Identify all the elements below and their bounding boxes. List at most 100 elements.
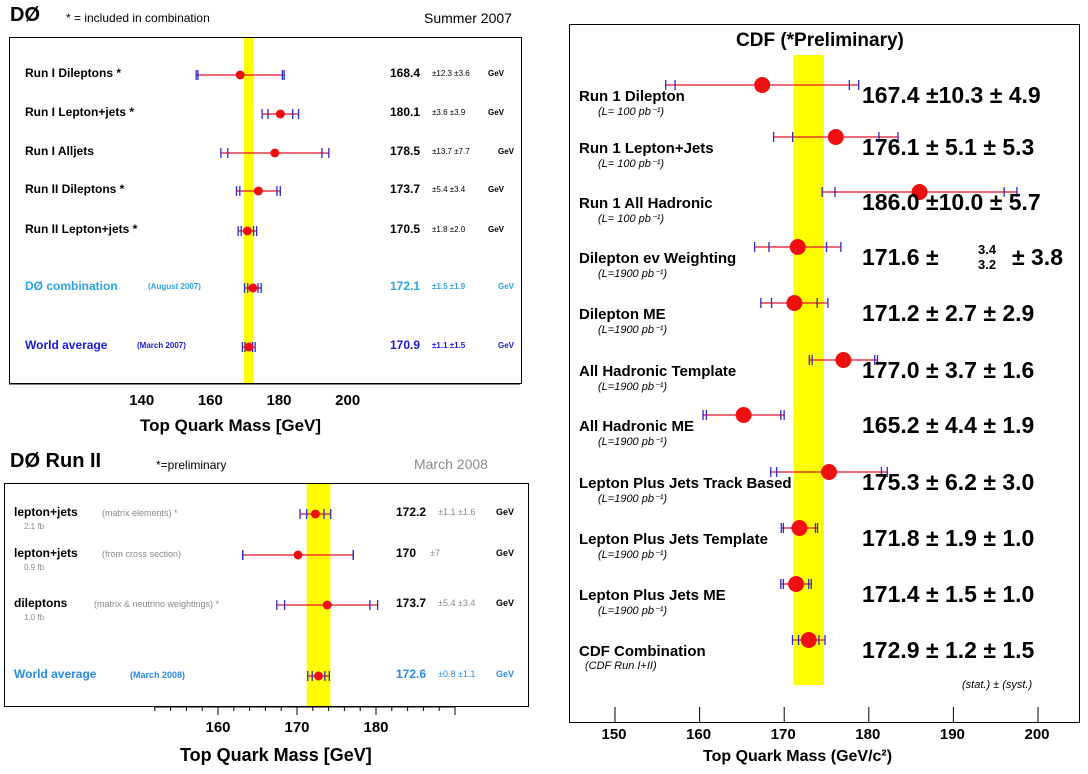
d0-2007-point-3-marker [253,186,263,196]
cdf-value-0: 167.4 ±10.3 ± 4.9 [862,82,1041,108]
cdf-plot [614,55,1039,722]
d0-2008-point-3-marker [314,671,324,681]
cdf-point-1-marker [827,129,844,145]
d0-2008-tick-label-1: 170 [284,719,309,736]
d0-2007-errs-3: ±5.4 ±3.4 [432,185,466,194]
d0-2007-label-4: Run II Lepton+jets * [25,222,138,236]
cdf-point-0-marker [754,77,771,93]
cdf-label-5: All Hadronic Template [579,363,737,380]
d0-2008-label-1: lepton+jets [14,546,78,560]
cdf-lumi-6: (L=1900 pb⁻¹) [598,436,668,448]
cdf-lumi-7: (L=1900 pb⁻¹) [598,493,668,505]
d0-2007-value-6: 170.9 [390,338,421,352]
d0-2007-unit-6: GeV [498,341,515,350]
d0-2007-point-4-marker [242,226,252,236]
cdf-value-2: 186.0 ±10.0 ± 5.7 [862,189,1041,215]
d0-2008-sub-1: (from cross section) [102,549,182,559]
cdf-xlabel: Top Quark Mass (GeV/c²) [703,748,893,765]
d0-2008-sub-3: (March 2008) [130,670,186,680]
d0-2007-note: * = included in combination [66,11,210,25]
cdf-value-8: 171.8 ± 1.9 ± 1.0 [862,525,1035,551]
d0-2007-errs-6: ±1.1 ±1.5 [432,341,466,350]
d0-2007-value-2: 178.5 [390,144,421,158]
d0-2008-errs-2: ±5.4 ±3.4 [438,598,476,608]
d0-2008-lumi-0: 2.1 fb [24,522,45,531]
d0-2007-plot [195,38,330,383]
d0-2008-value-1: 170 [396,546,417,560]
d0-2008-label-2: dileptons [14,596,68,610]
cdf-title: CDF (*Preliminary) [736,30,904,51]
cdf-value-4: 171.2 ± 2.7 ± 2.9 [862,300,1035,326]
d0-2007-unit-4: GeV [488,225,505,234]
d0-2008-tick-label-2: 180 [363,719,388,736]
cdf-point-9-marker [788,576,805,592]
d0-2008-errs-0: ±1.1 ±1.6 [438,507,476,517]
d0-2008-label-0: lepton+jets [14,505,78,519]
d0-2008-title: DØ Run II [10,450,102,472]
d0-2007-tick-label-3: 200 [335,392,360,409]
d0-2007-tick-label-2: 180 [266,392,291,409]
cdf-label-10: CDF Combination [579,643,706,660]
d0-2008-unit-1: GeV [496,548,515,558]
cdf-point-10-marker [800,632,817,648]
d0-2007-value-0: 168.4 [390,66,421,80]
d0-2008-value-3: 172.6 [396,667,427,681]
cdf-label-1: Run 1 Lepton+Jets [579,140,714,157]
d0-2007-unit-5: GeV [498,282,515,291]
cdf-value-tail-3: ± 3.8 [1012,244,1063,270]
d0-2008-lumi-2: 1.0 fb [24,613,45,622]
d0-2007-axis: 140 160 180 200 [9,383,520,409]
cdf-footnote: (stat.) ± (syst.) [962,679,1033,691]
cdf-axis: 150 160 170 180 190 200 [601,726,1049,743]
cdf-lumi-1: (L= 100 pb⁻¹) [598,158,665,170]
cdf-frac-up-3: 3.4 [978,242,997,257]
cdf-label-3: Dilepton ev Weighting [579,250,737,267]
cdf-point-4-marker [786,295,803,311]
d0-2007-tick-label-1: 160 [198,392,223,409]
cdf-value-7: 175.3 ± 6.2 ± 3.0 [862,469,1035,495]
d0-2007-frame [9,37,522,384]
cdf-value-6: 165.2 ± 4.4 ± 1.9 [862,412,1035,438]
cdf-value-5: 177.0 ± 3.7 ± 1.6 [862,357,1035,383]
d0-2007-label-0: Run I Dileptons * [25,66,121,80]
d0-2007-unit-3: GeV [488,185,505,194]
d0-2007-point-1-marker [275,109,285,119]
d0-2008-plot [242,484,379,706]
d0-2007-date: Summer 2007 [424,10,512,26]
cdf-value-3: 171.6 ± [862,244,939,270]
d0-2008-date: March 2008 [414,456,488,472]
d0-2007-label-3: Run II Dileptons * [25,182,125,196]
cdf-point-3-marker [789,239,806,255]
cdf-label-8: Lepton Plus Jets Template [579,531,768,548]
cdf-point-7-marker [821,464,838,480]
cdf-point-2-marker [911,184,928,200]
d0-2007-point-0-marker [235,70,245,80]
d0-2007-label-2: Run I Alljets [25,144,94,158]
d0-2008-value-2: 173.7 [396,596,427,610]
d0-2007-value-3: 173.7 [390,182,421,196]
cdf-lumi-4: (L=1900 pb⁻¹) [598,324,668,336]
d0-2007-point-6-marker [244,342,254,352]
d0-2008-errs-3: ±0.8 ±1.1 [438,669,476,679]
d0-2007-errs-0: ±12.3 ±3.6 [432,69,470,78]
d0-2007-unit-2: GeV [498,147,515,156]
d0-2008-lumi-1: 0.9 fb [24,563,45,572]
cdf-value-1: 176.1 ± 5.1 ± 5.3 [862,134,1035,160]
cdf-lumi-5: (L=1900 pb⁻¹) [598,381,668,393]
cdf-label-0: Run 1 Dilepton [579,88,685,105]
d0-2007-unit-0: GeV [488,69,505,78]
cdf-frac-dn-3: 3.2 [978,257,997,272]
cdf-lumi-9: (L=1900 pb⁻¹) [598,605,668,617]
d0-2008-sub-0: (matrix elements) * [102,508,178,518]
cdf-lumi-10: (CDF Run I+II) [585,660,657,672]
d0-2008-unit-0: GeV [496,507,515,517]
cdf-value-9: 171.4 ± 1.5 ± 1.0 [862,581,1035,607]
d0-2007-errs-2: ±13.7 ±7.7 [432,147,470,156]
cdf-label-6: All Hadronic ME [579,418,695,435]
cdf-tick-label-3: 180 [855,726,880,743]
d0-2007-errs-1: ±3.6 ±3.9 [432,108,466,117]
d0-2007-point-5-marker [248,283,258,293]
cdf-tick-label-1: 160 [686,726,711,743]
d0-2008-sub-2: (matrix & neutrino weightings) * [94,599,220,609]
cdf-label-4: Dilepton ME [579,306,666,323]
